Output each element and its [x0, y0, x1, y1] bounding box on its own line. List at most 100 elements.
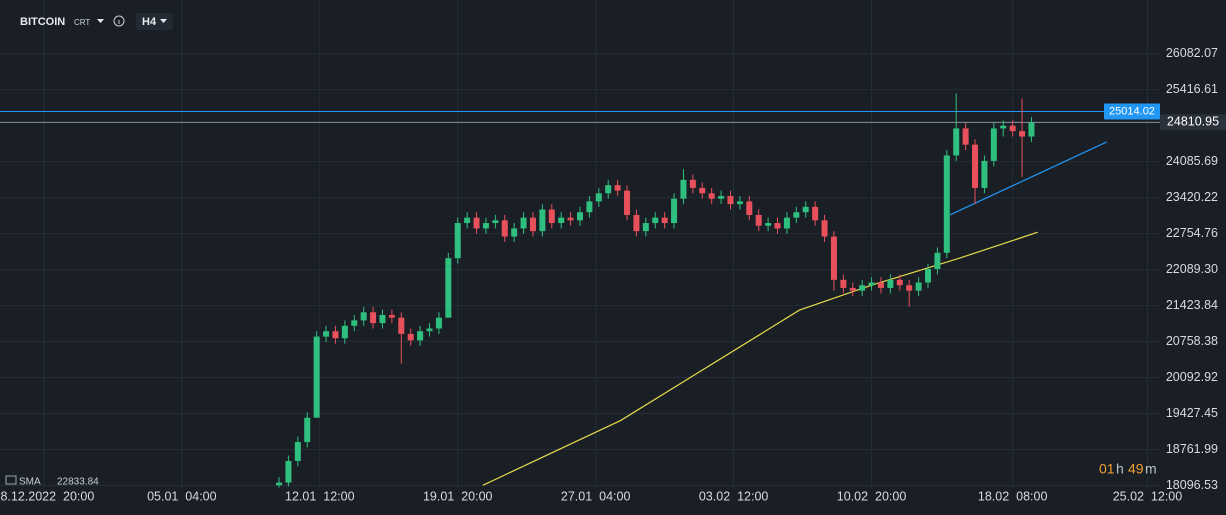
x-tick-label: 03.02 12:00	[699, 489, 769, 503]
dropdown-arrow[interactable]	[97, 19, 104, 23]
candle-body	[727, 196, 734, 205]
x-tick-label: 18.02 08:00	[978, 489, 1048, 503]
candle-body	[304, 417, 311, 443]
candle-body	[360, 312, 367, 321]
x-tick-label: 10.02 20:00	[837, 489, 907, 503]
dropdown-arrow[interactable]	[160, 19, 167, 23]
exchange[interactable]: CRT	[74, 18, 90, 27]
indicator-name: SMA	[19, 477, 41, 488]
candle-body	[774, 223, 781, 229]
candle-body	[868, 282, 875, 286]
candle-body	[332, 331, 339, 339]
candle-body	[943, 155, 950, 253]
symbol[interactable]: BITCOIN	[20, 16, 65, 28]
candle-body	[577, 212, 583, 221]
candle-body	[529, 217, 536, 232]
y-tick-label: 23420.22	[1166, 190, 1218, 204]
candle-body	[1000, 125, 1007, 129]
candle-body	[840, 279, 847, 288]
candle-body	[539, 209, 546, 232]
candle-body	[925, 269, 931, 283]
info-icon[interactable]	[113, 15, 125, 27]
x-tick-label: 25.02 12:00	[1113, 489, 1183, 503]
candle-body	[972, 144, 979, 188]
candle-body	[473, 217, 480, 229]
candle-body	[379, 314, 386, 324]
candle-body	[896, 279, 903, 286]
candle-body	[755, 214, 762, 226]
candle-body	[812, 206, 819, 221]
candle-body	[398, 317, 405, 334]
candle-body	[689, 179, 696, 188]
candle-body	[783, 217, 790, 229]
y-tick-label: 18761.99	[1166, 442, 1218, 456]
y-tick-label: 25416.61	[1166, 82, 1218, 96]
candle-body	[595, 193, 602, 202]
candle-body	[1009, 125, 1016, 132]
candle-body	[671, 198, 678, 224]
y-tick-label: 24085.69	[1166, 154, 1218, 168]
candle-body	[1028, 122, 1035, 137]
price-tag-label: 24810.95	[1167, 115, 1219, 129]
x-tick-label: 28.12.2022 20:00	[0, 489, 94, 503]
price-tag	[1104, 103, 1160, 120]
candle-body	[417, 331, 424, 341]
candle-body	[661, 217, 668, 224]
candle-body	[736, 201, 743, 205]
candle-body	[624, 190, 631, 215]
y-tick-label: 21423.84	[1166, 298, 1218, 312]
y-tick-label: 20758.38	[1166, 334, 1218, 348]
candle-body	[990, 128, 997, 161]
candle-body	[746, 201, 753, 215]
price-tag-label: 25014.02	[1109, 105, 1155, 117]
candle-body	[567, 217, 574, 221]
y-tick-label: 20092.92	[1166, 370, 1218, 384]
candle-body	[323, 331, 330, 337]
y-tick-label: 26082.07	[1166, 46, 1218, 60]
candle-body	[877, 282, 884, 288]
x-tick-label: 12.01 12:00	[285, 489, 355, 503]
candle-body	[934, 252, 941, 270]
candle-body	[558, 217, 565, 224]
candle-body	[962, 128, 969, 145]
sma-line	[482, 231, 1038, 486]
candle-body	[482, 223, 489, 229]
interval[interactable]: H4	[142, 16, 157, 28]
y-tick-label: 22754.76	[1166, 226, 1218, 240]
candle-body	[765, 223, 772, 226]
countdown-hours: 01	[1099, 461, 1115, 477]
candle-body	[511, 228, 518, 237]
candle-body	[708, 193, 715, 199]
countdown-m: m	[1145, 461, 1157, 477]
candle-body	[351, 320, 358, 326]
candle-body	[906, 285, 913, 291]
candle-body	[642, 223, 649, 232]
axes: 26082.07 25416.61 24085.69 23420.22 22754.76…	[0, 46, 1226, 503]
candle-body	[445, 258, 452, 318]
candle-body	[586, 201, 593, 213]
plot-area	[0, 93, 1160, 488]
candle-body	[633, 214, 640, 232]
interval-button[interactable]	[136, 13, 173, 30]
candle-body	[370, 312, 377, 324]
candle-body	[981, 160, 988, 188]
candle-body	[435, 317, 442, 329]
x-tick-label: 27.01 04:00	[561, 489, 631, 503]
grid	[0, 0, 1160, 488]
trend-line	[949, 141, 1107, 216]
candle-body	[464, 217, 471, 224]
candle-body	[520, 217, 527, 229]
y-tick-label: 22089.30	[1166, 262, 1218, 276]
candle-body	[313, 336, 320, 418]
candle-body	[548, 209, 555, 224]
countdown-h: h	[1116, 461, 1124, 477]
candle-body	[426, 328, 433, 332]
indicator-icon[interactable]	[5, 475, 17, 485]
y-tick-label: 19427.45	[1166, 406, 1218, 420]
candle-body	[388, 314, 395, 318]
y-tick-label: 18096.53	[1166, 478, 1218, 492]
candle-body	[887, 279, 894, 288]
candle-body	[501, 220, 508, 237]
